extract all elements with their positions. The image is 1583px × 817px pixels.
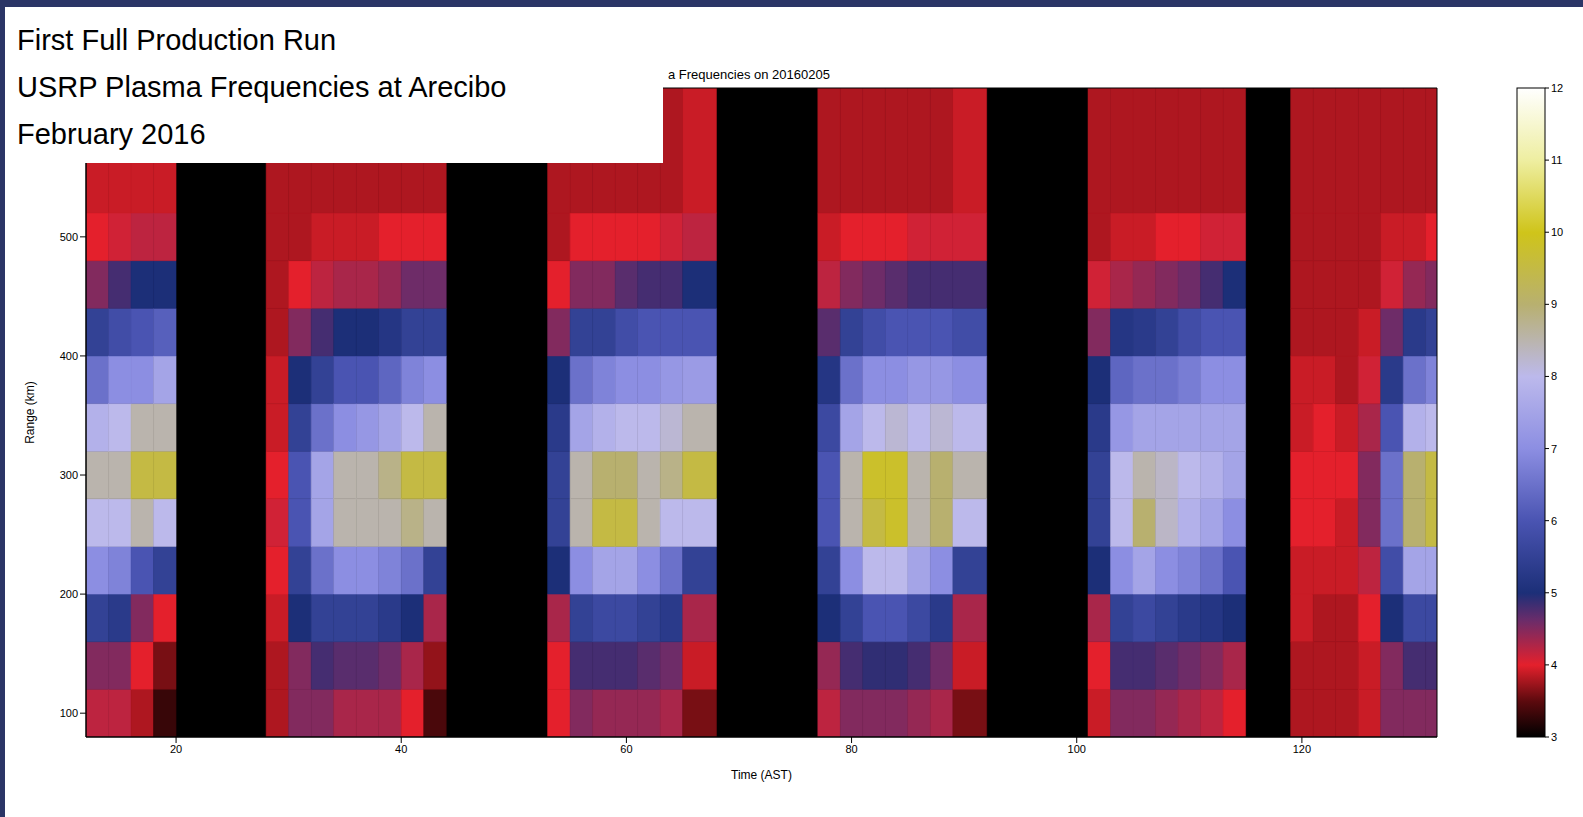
svg-text:400: 400: [60, 350, 78, 362]
svg-text:Time (AST): Time (AST): [731, 768, 792, 782]
svg-text:5: 5: [1551, 587, 1557, 599]
svg-text:4: 4: [1551, 659, 1557, 671]
svg-text:20: 20: [170, 743, 182, 755]
svg-text:Range (km): Range (km): [23, 381, 37, 444]
svg-text:100: 100: [1068, 743, 1086, 755]
html-text:February 2016: February 2016: [17, 118, 206, 150]
svg-text:200: 200: [60, 588, 78, 600]
svg-text:11: 11: [1551, 154, 1562, 166]
html-text:a Frequencies on 20160205: a Frequencies on 20160205: [668, 67, 830, 82]
svg-text:120: 120: [1293, 743, 1311, 755]
svg-text:8: 8: [1551, 370, 1557, 382]
svg-text:100: 100: [60, 707, 78, 719]
svg-text:10: 10: [1551, 226, 1563, 238]
svg-text:12: 12: [1551, 82, 1563, 94]
svg-text:3: 3: [1551, 731, 1557, 743]
html-text:USRP Plasma Frequencies at Are: USRP Plasma Frequencies at Arecibo: [17, 71, 507, 103]
svg-text:300: 300: [60, 469, 78, 481]
svg-text:7: 7: [1551, 443, 1557, 455]
svg-text:6: 6: [1551, 515, 1557, 527]
html-text:First Full Production Run: First Full Production Run: [17, 24, 337, 56]
svg-text:40: 40: [395, 743, 407, 755]
svg-text:80: 80: [845, 743, 857, 755]
svg-text:9: 9: [1551, 298, 1557, 310]
svg-text:60: 60: [620, 743, 632, 755]
svg-text:500: 500: [60, 231, 78, 243]
